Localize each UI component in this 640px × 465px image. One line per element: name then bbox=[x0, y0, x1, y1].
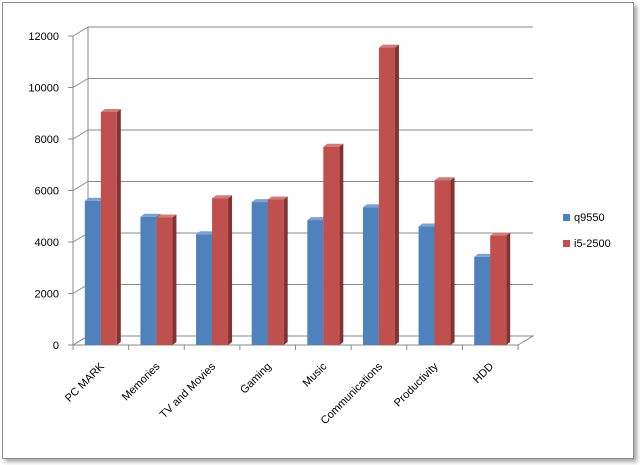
bar-i5-2500-communications bbox=[378, 47, 395, 346]
gridline-side bbox=[72, 26, 89, 37]
y-tick-label: 0 bbox=[53, 340, 59, 352]
bar-top bbox=[212, 195, 233, 199]
x-tick-label: Productivity bbox=[392, 360, 441, 409]
bar-top bbox=[267, 196, 288, 200]
gridline-side bbox=[72, 129, 89, 140]
bar-chart: 0 2000 4000 6000 8000 10000 12000 PC MARK Memori… bbox=[28, 26, 611, 427]
bar-top bbox=[378, 44, 399, 48]
y-tick-label: 6000 bbox=[35, 186, 59, 198]
gridline-side bbox=[72, 181, 89, 191]
x-tick-label: HDD bbox=[471, 361, 496, 386]
bar-q9550-hdd bbox=[474, 256, 491, 345]
bar-q9550-tv-and-movies bbox=[196, 234, 213, 345]
bar-top bbox=[307, 217, 328, 221]
bar-q9550-gaming bbox=[251, 202, 268, 345]
bar-top bbox=[362, 204, 383, 208]
y-tick-label: 8000 bbox=[35, 134, 59, 146]
legend-swatch bbox=[563, 214, 570, 221]
bar-top bbox=[156, 214, 177, 218]
y-tick-label: 2000 bbox=[35, 289, 59, 301]
bar-top bbox=[251, 199, 272, 203]
bar-top bbox=[490, 232, 511, 236]
bar-q9550-music bbox=[307, 220, 324, 345]
bar-i5-2500-memories bbox=[156, 217, 173, 345]
x-tick-label: Music bbox=[301, 360, 330, 389]
bar-side bbox=[283, 196, 288, 345]
y-tick-label: 10000 bbox=[28, 83, 59, 95]
x-tick-label: Memories bbox=[120, 360, 163, 403]
bar-top bbox=[84, 197, 105, 201]
bar-side bbox=[172, 214, 177, 345]
bar-top bbox=[140, 213, 161, 217]
bar-q9550-communications bbox=[362, 207, 379, 345]
bar-top bbox=[434, 177, 455, 181]
gridline-side bbox=[72, 78, 89, 88]
bar-i5-2500-tv-and-movies bbox=[212, 198, 229, 345]
legend-label: q9550 bbox=[574, 212, 605, 224]
bar-side bbox=[450, 177, 455, 345]
bar-top bbox=[418, 223, 439, 227]
bar-top bbox=[323, 143, 344, 147]
bar-top bbox=[474, 253, 495, 257]
y-tick-label: 4000 bbox=[35, 237, 59, 249]
bar-i5-2500-pc-mark bbox=[100, 111, 117, 346]
bar-top bbox=[100, 108, 121, 112]
bar-q9550-memories bbox=[140, 216, 157, 345]
bar-top bbox=[196, 231, 217, 235]
chart-frame: 0 2000 4000 6000 8000 10000 12000 PC MARK Memori… bbox=[2, 2, 634, 459]
bar-i5-2500-productivity bbox=[434, 180, 451, 345]
bar-q9550-productivity bbox=[418, 226, 435, 345]
bar-side bbox=[228, 195, 233, 345]
x-tick-label: Gaming bbox=[238, 361, 274, 397]
bar-i5-2500-gaming bbox=[267, 199, 284, 345]
bar-side bbox=[116, 108, 121, 346]
x-tick-label: Communications bbox=[319, 360, 386, 427]
x-tick-label: PC MARK bbox=[63, 360, 107, 404]
bar-i5-2500-music bbox=[323, 146, 340, 345]
bar-side bbox=[506, 232, 511, 345]
bar-side bbox=[339, 143, 344, 345]
x-tick-label: TV and Movies bbox=[158, 360, 219, 421]
y-tick-label: 12000 bbox=[28, 31, 59, 43]
bar-q9550-pc-mark bbox=[84, 200, 101, 345]
legend-label: i5-2500 bbox=[574, 238, 611, 250]
bar-side bbox=[394, 44, 399, 346]
bar-i5-2500-hdd bbox=[490, 235, 507, 345]
legend-swatch bbox=[563, 240, 570, 247]
